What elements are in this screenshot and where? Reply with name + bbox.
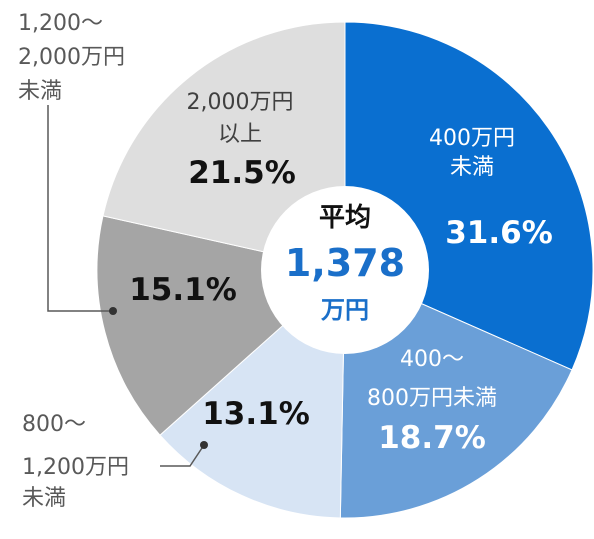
value-label-under-400: 31.6% bbox=[445, 215, 553, 251]
pie-slice-over-2000 bbox=[102, 21, 346, 271]
value-label-over-2000: 21.5% bbox=[188, 155, 296, 191]
leader-dot-1200-2000 bbox=[109, 307, 117, 315]
outside-label-800-1200-line2: 1,200万円 bbox=[22, 455, 129, 480]
center-label-average: 平均 bbox=[319, 203, 371, 233]
leader-line-800-1200 bbox=[160, 444, 205, 467]
outside-label-800-1200-line3: 未満 bbox=[22, 486, 66, 511]
outside-label-1200-2000-line1: 1,200〜 bbox=[18, 11, 103, 36]
center-unit: 万円 bbox=[321, 296, 369, 324]
label-under-400-line2: 未満 bbox=[450, 155, 494, 180]
center-disc bbox=[261, 186, 429, 354]
label-under-400-line1: 400万円 bbox=[429, 126, 515, 151]
center-average-value: 1,378 bbox=[285, 241, 405, 285]
value-label-1200-2000: 15.1% bbox=[129, 272, 237, 308]
outside-label-800-1200-line1: 800〜 bbox=[22, 412, 86, 437]
leader-dot-800-1200 bbox=[200, 441, 208, 449]
value-label-800-1200: 13.1% bbox=[202, 396, 310, 432]
value-label-400-800: 18.7% bbox=[378, 420, 486, 456]
leader-line-1200-2000 bbox=[47, 105, 113, 312]
label-400-800-line2: 800万円未満 bbox=[367, 386, 497, 411]
outside-label-1200-2000-line3: 未満 bbox=[18, 79, 62, 104]
label-over-2000-line1: 2,000万円 bbox=[187, 90, 294, 115]
outside-label-1200-2000-line2: 2,000万円 bbox=[18, 45, 125, 70]
label-400-800-line1: 400〜 bbox=[400, 347, 464, 372]
label-over-2000-line2: 以上 bbox=[218, 122, 262, 147]
